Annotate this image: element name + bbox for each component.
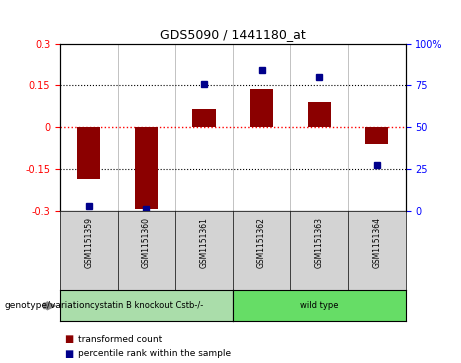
Bar — [308, 102, 331, 127]
Bar — [135, 127, 158, 209]
Text: GSM1151364: GSM1151364 — [372, 217, 381, 268]
Text: percentile rank within the sample: percentile rank within the sample — [78, 350, 231, 358]
Text: GSM1151359: GSM1151359 — [84, 217, 93, 268]
Text: cystatin B knockout Cstb-/-: cystatin B knockout Cstb-/- — [90, 301, 203, 310]
Text: ■: ■ — [65, 349, 74, 359]
Text: genotype/variation: genotype/variation — [5, 301, 91, 310]
Text: wild type: wild type — [300, 301, 338, 310]
Bar — [250, 90, 273, 127]
Text: GSM1151361: GSM1151361 — [200, 217, 208, 268]
Title: GDS5090 / 1441180_at: GDS5090 / 1441180_at — [160, 28, 306, 41]
Bar — [77, 127, 100, 179]
Text: ■: ■ — [65, 334, 74, 344]
Text: GSM1151360: GSM1151360 — [142, 217, 151, 268]
Bar — [193, 109, 216, 127]
Bar — [365, 127, 388, 144]
Text: transformed count: transformed count — [78, 335, 163, 344]
Text: GSM1151363: GSM1151363 — [315, 217, 324, 268]
Text: GSM1151362: GSM1151362 — [257, 217, 266, 268]
